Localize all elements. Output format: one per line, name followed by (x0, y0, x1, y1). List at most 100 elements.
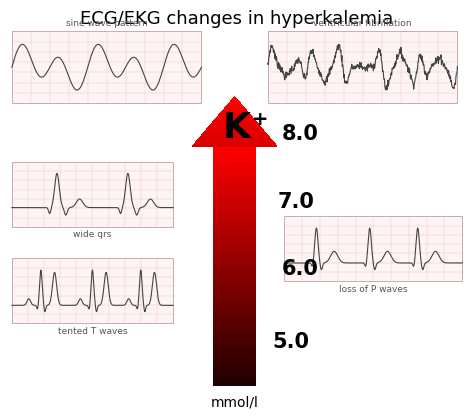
Bar (12, 162, 173, 227)
Text: mmol/l: mmol/l (210, 396, 259, 410)
Bar (213, 315, 256, 317)
Bar (213, 373, 256, 375)
Bar (284, 216, 462, 281)
Bar (213, 341, 256, 343)
Bar (213, 366, 256, 368)
Bar (213, 247, 256, 249)
Bar (193, 144, 276, 146)
Bar (194, 142, 275, 144)
Bar (213, 263, 256, 265)
Bar (213, 253, 256, 255)
Bar (213, 302, 256, 304)
Bar (213, 193, 256, 195)
Bar (213, 215, 256, 217)
Bar (213, 179, 256, 181)
Bar (213, 365, 256, 366)
Bar (213, 120, 256, 122)
Bar (268, 32, 457, 103)
Bar (234, 96, 236, 97)
Bar (213, 245, 256, 247)
Bar (213, 197, 256, 199)
Bar (213, 346, 256, 349)
Bar (213, 312, 256, 315)
Bar (213, 279, 256, 281)
Text: +: + (252, 110, 268, 129)
Bar (213, 231, 256, 233)
Bar (232, 98, 237, 100)
Bar (213, 239, 256, 241)
Bar (213, 286, 256, 289)
Bar (217, 116, 253, 118)
Bar (213, 175, 256, 177)
Bar (213, 331, 256, 333)
Bar (213, 384, 256, 386)
Bar (211, 123, 258, 125)
Bar (196, 140, 273, 142)
Bar (213, 301, 256, 302)
Bar (213, 165, 256, 167)
Text: loss of P waves: loss of P waves (339, 285, 408, 294)
Bar (213, 181, 256, 183)
Bar (213, 171, 256, 173)
Bar (199, 137, 271, 139)
Bar (213, 310, 256, 312)
Bar (204, 131, 265, 133)
Bar (207, 128, 263, 130)
Bar (209, 125, 260, 127)
Bar (213, 349, 256, 350)
Bar (213, 213, 256, 215)
Bar (205, 130, 264, 132)
Bar (213, 155, 256, 157)
Bar (213, 225, 256, 227)
Bar (214, 119, 255, 121)
Bar (213, 358, 256, 360)
Text: 5.0: 5.0 (273, 332, 310, 352)
Text: ECG/EKG changes in hyperkalemia: ECG/EKG changes in hyperkalemia (81, 10, 393, 29)
Bar (213, 243, 256, 245)
Bar (213, 336, 256, 339)
Bar (213, 339, 256, 341)
Bar (213, 219, 256, 221)
Bar (213, 221, 256, 223)
Bar (213, 325, 256, 327)
Bar (213, 381, 256, 382)
Bar (213, 327, 256, 328)
Bar (213, 354, 256, 357)
Bar (213, 294, 256, 297)
Bar (213, 235, 256, 237)
Bar (213, 293, 256, 294)
Bar (213, 187, 256, 189)
Bar (225, 106, 244, 108)
Bar (213, 360, 256, 362)
Bar (213, 241, 256, 243)
Bar (201, 134, 268, 136)
Bar (210, 124, 259, 126)
Bar (213, 167, 256, 169)
Bar (213, 376, 256, 378)
Bar (228, 103, 241, 105)
Bar (213, 382, 256, 384)
Bar (213, 344, 256, 346)
Bar (12, 32, 201, 103)
Bar (213, 299, 256, 301)
Bar (213, 209, 256, 211)
Bar (213, 289, 256, 291)
Bar (213, 291, 256, 293)
Bar (213, 317, 256, 318)
Bar (213, 201, 256, 203)
Bar (213, 157, 256, 159)
Bar (213, 195, 256, 197)
Bar (213, 189, 256, 191)
Bar (213, 273, 256, 275)
Bar (221, 111, 248, 113)
Bar (213, 275, 256, 277)
Bar (213, 267, 256, 269)
Bar (213, 297, 256, 299)
Bar (223, 109, 246, 111)
Bar (197, 139, 272, 141)
Bar (211, 122, 258, 124)
Bar (201, 135, 269, 137)
Bar (200, 136, 270, 138)
Bar (215, 118, 254, 120)
Bar (213, 323, 256, 325)
